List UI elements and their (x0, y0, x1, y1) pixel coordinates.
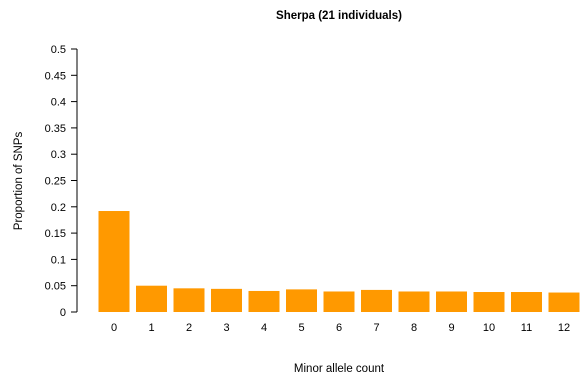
bar (286, 289, 317, 312)
y-tick-label: 0.5 (51, 44, 66, 56)
y-axis-label: Proportion of SNPs (13, 132, 25, 231)
bar (98, 211, 130, 312)
y-tick-label: 0.05 (45, 281, 66, 293)
bar (211, 288, 242, 312)
x-tick-label: 3 (223, 322, 229, 334)
x-tick-label: 4 (261, 322, 267, 334)
y-tick-label: 0.15 (45, 228, 66, 240)
y-tick-label: 0 (60, 307, 66, 319)
bar (511, 292, 542, 312)
x-tick-label: 1 (148, 322, 154, 334)
y-tick-label: 0.1 (51, 254, 66, 266)
x-axis-ticks: 0 1 2 3 4 5 6 7 8 9 10 11 12 (111, 322, 570, 334)
y-tick-label: 0.2 (51, 202, 66, 214)
x-tick-label: 12 (558, 322, 570, 334)
y-tick-label: 0.3 (51, 149, 66, 161)
x-tick-label: 10 (483, 322, 495, 334)
chart-title: Sherpa (21 individuals) (276, 10, 402, 22)
y-tick-label: 0.45 (45, 70, 66, 82)
bar (323, 291, 355, 312)
y-tick-label: 0.4 (51, 97, 66, 109)
y-tick-label: 0.25 (45, 176, 66, 188)
y-axis: 0 0.05 0.1 0.15 0.2 0.25 0.3 0.35 0.4 0.45 0.5 (45, 44, 78, 319)
bar (436, 291, 467, 312)
x-tick-label: 2 (186, 322, 192, 334)
bar (473, 292, 505, 312)
x-tick-label: 5 (298, 322, 304, 334)
bar (136, 285, 167, 312)
x-tick-label: 9 (448, 322, 454, 334)
x-tick-label: 0 (111, 322, 117, 334)
x-tick-label: 7 (373, 322, 379, 334)
bars (98, 211, 580, 312)
x-tick-label: 6 (336, 322, 342, 334)
bar (548, 292, 580, 312)
x-tick-label: 11 (521, 322, 532, 334)
x-axis-label: Minor allele count (294, 363, 385, 375)
y-tick-label: 0.35 (45, 123, 66, 135)
bar (248, 290, 280, 312)
bar (398, 291, 430, 312)
bar (173, 288, 205, 312)
bar (361, 289, 392, 312)
x-tick-label: 8 (411, 322, 417, 334)
